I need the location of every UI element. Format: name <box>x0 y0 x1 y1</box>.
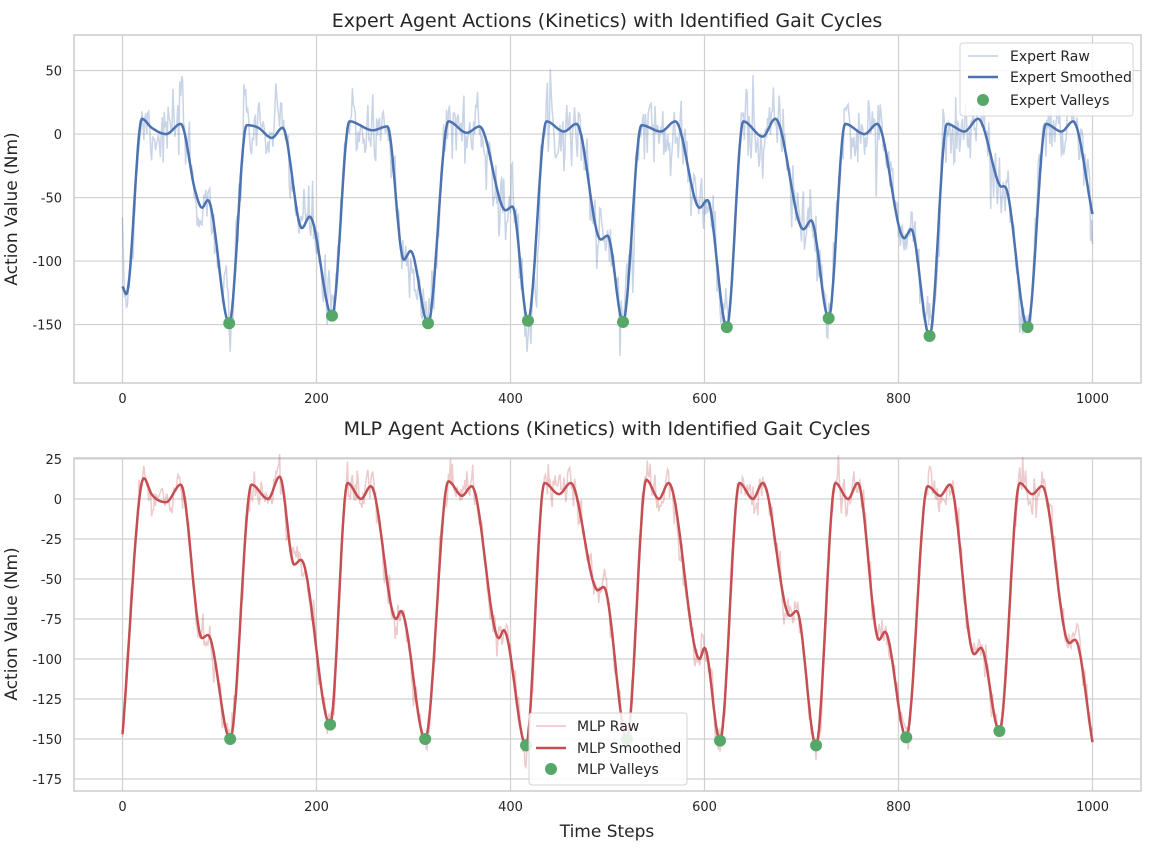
legend-mlp-smoothed: MLP Smoothed <box>577 741 681 757</box>
mlp-chart-title: MLP Agent Actions (Kinetics) with Identi… <box>344 418 871 440</box>
x-tick-label: 600 <box>692 800 717 815</box>
valley-marker <box>324 718 337 731</box>
valley-marker <box>521 314 534 327</box>
x-tick-label: 200 <box>304 392 329 407</box>
axes-frame <box>73 34 1142 384</box>
valley-marker <box>1021 321 1034 334</box>
y-tick-label: -50 <box>41 573 62 588</box>
legend-expert-valleys: Expert Valleys <box>1010 93 1109 109</box>
y-tick-label: 50 <box>45 65 62 80</box>
expert-chart-title: Expert Agent Actions (Kinetics) with Ide… <box>332 10 883 32</box>
valley-marker <box>422 317 435 330</box>
mlp-legend: MLP Raw MLP Smoothed MLP Valleys <box>528 712 688 786</box>
y-tick-label: 0 <box>54 493 62 508</box>
y-tick-label: -100 <box>32 653 62 668</box>
y-tick-label: -75 <box>41 613 62 628</box>
legend-valley-marker <box>977 94 989 106</box>
legend-valley-marker <box>545 763 557 775</box>
valley-marker <box>993 724 1006 737</box>
smoothed-series-line <box>121 475 1094 747</box>
y-tick-label: -150 <box>32 319 62 334</box>
legend-expert-raw: Expert Raw <box>1010 49 1090 65</box>
valley-marker <box>617 316 630 329</box>
x-tick-label: 600 <box>692 392 717 407</box>
y-tick-label: -125 <box>32 693 62 708</box>
x-tick-label: 0 <box>118 392 126 407</box>
x-tick-label: 800 <box>886 392 911 407</box>
x-tick-label: 800 <box>886 800 911 815</box>
x-tick-label: 400 <box>498 800 523 815</box>
valley-marker <box>326 309 339 322</box>
y-tick-label: 25 <box>45 453 62 468</box>
y-tick-label: -150 <box>32 733 62 748</box>
legend-expert-smoothed: Expert Smoothed <box>1010 70 1132 86</box>
x-axis-label: Time Steps <box>559 822 655 842</box>
mlp-y-axis-label: Action Value (Nm) <box>2 547 22 700</box>
y-tick-label: -100 <box>32 255 62 270</box>
legend-mlp-valleys: MLP Valleys <box>577 762 659 778</box>
x-tick-label: 0 <box>118 800 126 815</box>
valley-marker <box>714 734 727 747</box>
y-tick-label: -25 <box>41 533 62 548</box>
axes-frame <box>73 457 1142 792</box>
y-tick-label: -175 <box>32 773 62 788</box>
expert-legend: Expert Raw Expert Smoothed Expert Valley… <box>959 42 1134 117</box>
valley-marker <box>900 731 913 744</box>
valley-marker <box>223 317 236 330</box>
valley-marker <box>810 739 823 752</box>
x-tick-label: 400 <box>498 392 523 407</box>
valley-marker <box>224 732 237 745</box>
expert-y-axis-label: Action Value (Nm) <box>2 132 22 285</box>
x-tick-label: 1000 <box>1076 392 1109 407</box>
valley-marker <box>720 321 733 334</box>
y-tick-label: -50 <box>41 192 62 207</box>
x-tick-label: 200 <box>304 800 329 815</box>
x-tick-label: 1000 <box>1076 800 1109 815</box>
legend-mlp-raw: MLP Raw <box>577 719 639 735</box>
valley-marker <box>822 312 835 325</box>
y-tick-label: 0 <box>54 128 62 143</box>
valley-marker <box>923 330 936 343</box>
valley-marker <box>419 732 432 745</box>
